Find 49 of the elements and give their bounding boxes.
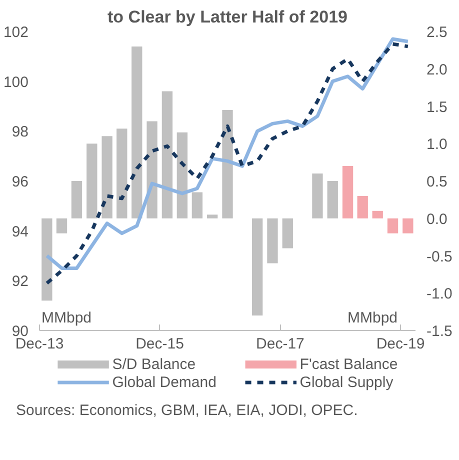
y2-tick-label: -1.0 — [426, 286, 452, 303]
x-tick-label: Dec-17 — [256, 336, 304, 352]
annotation: MMbpd — [42, 310, 92, 326]
y2-tick-label: 1.0 — [426, 136, 448, 154]
legend-label: Global Demand — [112, 374, 216, 391]
bar — [207, 214, 218, 218]
y2-tick-label: 0.0 — [426, 210, 448, 228]
bar — [387, 218, 398, 234]
x-tick-label: Dec-19 — [376, 336, 425, 352]
source-note: Sources: Economics, GBM, IEA, EIA, JODI, OPEC. — [16, 401, 358, 421]
y-tick-label: 98 — [12, 124, 29, 141]
y2-tick-label: 2.5 — [426, 24, 448, 41]
y2-tick-label: 0.5 — [426, 174, 448, 190]
bar — [267, 218, 278, 264]
bar — [56, 218, 68, 234]
bar — [132, 46, 142, 218]
y-tick-label: 96 — [12, 174, 29, 190]
y-tick-label: 94 — [12, 223, 29, 240]
y2-tick-label: 1.5 — [426, 98, 448, 116]
x-tick-label: Dec-13 — [15, 336, 64, 352]
y2-tick-label: 2.0 — [426, 61, 448, 78]
annotation: MMbpd — [348, 310, 398, 326]
bar — [312, 174, 323, 218]
bar — [357, 196, 368, 218]
y2-tick-label: -0.5 — [426, 248, 452, 266]
y-tick-label: 102 — [3, 24, 29, 41]
bar — [222, 110, 233, 218]
bar — [372, 210, 383, 218]
bar — [342, 166, 354, 218]
bar — [86, 144, 98, 218]
legend-label: Global Supply — [300, 374, 394, 391]
chart-title: to Clear by Latter Half of 2019 — [108, 8, 348, 26]
bar — [402, 218, 414, 234]
bar — [71, 181, 82, 218]
bar — [192, 192, 203, 218]
bar — [116, 128, 128, 218]
bar — [252, 218, 263, 316]
y-tick-label: 100 — [3, 74, 29, 91]
y2-tick-label: -1.5 — [426, 323, 452, 340]
bar — [176, 132, 188, 218]
legend-label: F'cast Balance — [300, 356, 398, 373]
bar — [102, 136, 112, 218]
bar — [282, 218, 293, 248]
legend-label: S/D Balance — [112, 356, 196, 373]
x-tick-label: Dec-15 — [136, 336, 184, 352]
bar — [162, 91, 173, 218]
bar — [42, 218, 52, 301]
bar — [327, 181, 338, 218]
y-tick-label: 92 — [12, 273, 29, 290]
